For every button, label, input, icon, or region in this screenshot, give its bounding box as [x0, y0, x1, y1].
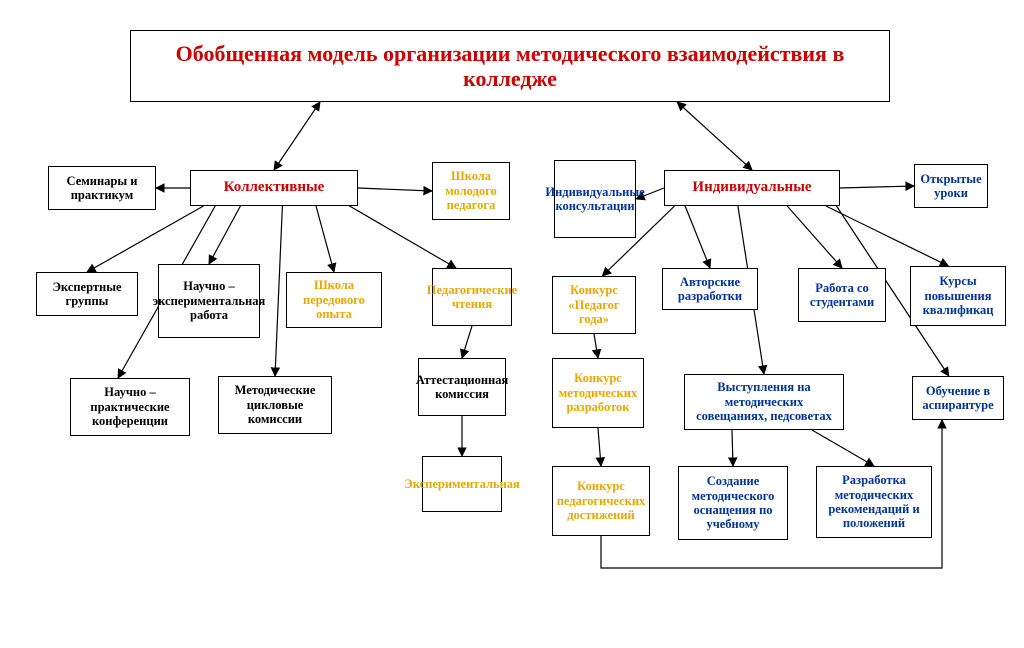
node-shpo: Школа передового опыта — [286, 272, 382, 328]
node-ped_cht: Педагогические чтения — [432, 268, 512, 326]
node-exper: Экспериментальная — [422, 456, 502, 512]
edge-km_raz-km_dost — [598, 428, 601, 466]
node-kurs: Курсы повышения квалификац — [910, 266, 1006, 326]
node-km_dost: Конкурс педагогических достижений — [552, 466, 650, 536]
node-vyst: Выступления на методических совещаниях, … — [684, 374, 844, 430]
node-att: Аттестационная комиссия — [418, 358, 506, 416]
edge-ped_cht-att — [462, 326, 472, 358]
node-km_raz: Конкурс методических разработок — [552, 358, 644, 428]
edge-coll_hdr-exp_grp — [87, 206, 203, 272]
edge-title-ind_hdr — [677, 102, 752, 170]
node-shmp: Школа молодого педагога — [432, 162, 510, 220]
edge-coll_hdr-shmp — [358, 188, 432, 191]
node-ind_kons: Индивидуальные консультации — [554, 160, 636, 238]
node-nauch_exp: Научно – экспериментальная работа — [158, 264, 260, 338]
node-asp: Обучение в аспирантуре — [912, 376, 1004, 420]
node-ind_hdr: Индивидуальные — [664, 170, 840, 206]
edge-konk_god-km_raz — [594, 334, 598, 358]
node-exp_grp: Экспертные группы — [36, 272, 138, 316]
node-npk: Научно – практические конференции — [70, 378, 190, 436]
node-sozd: Создание методического оснащения по учеб… — [678, 466, 788, 540]
node-rab_stud: Работа со студентами — [798, 268, 886, 322]
edge-coll_hdr-mck — [275, 206, 282, 376]
edge-vyst-razr — [812, 430, 874, 466]
node-title: Обобщенная модель организации методическ… — [130, 30, 890, 102]
edge-coll_hdr-shpo — [316, 206, 334, 272]
edge-coll_hdr-nauch_exp — [209, 206, 240, 264]
node-coll_hdr: Коллективные — [190, 170, 358, 206]
node-avt: Авторские разработки — [662, 268, 758, 310]
node-sem: Семинары и практикум — [48, 166, 156, 210]
edge-ind_hdr-avt — [685, 206, 710, 268]
node-razr: Разработка методических рекомендаций и п… — [816, 466, 932, 538]
edge-ind_hdr-otkr — [840, 186, 914, 188]
edge-title-coll_hdr — [274, 102, 320, 170]
edge-ind_hdr-kurs — [826, 206, 948, 266]
node-mck: Методические цикловые комиссии — [218, 376, 332, 434]
node-otkr: Открытые уроки — [914, 164, 988, 208]
node-konk_god: Конкурс «Педагог года» — [552, 276, 636, 334]
edge-vyst-sozd — [732, 430, 733, 466]
edge-ind_hdr-rab_stud — [787, 206, 842, 268]
